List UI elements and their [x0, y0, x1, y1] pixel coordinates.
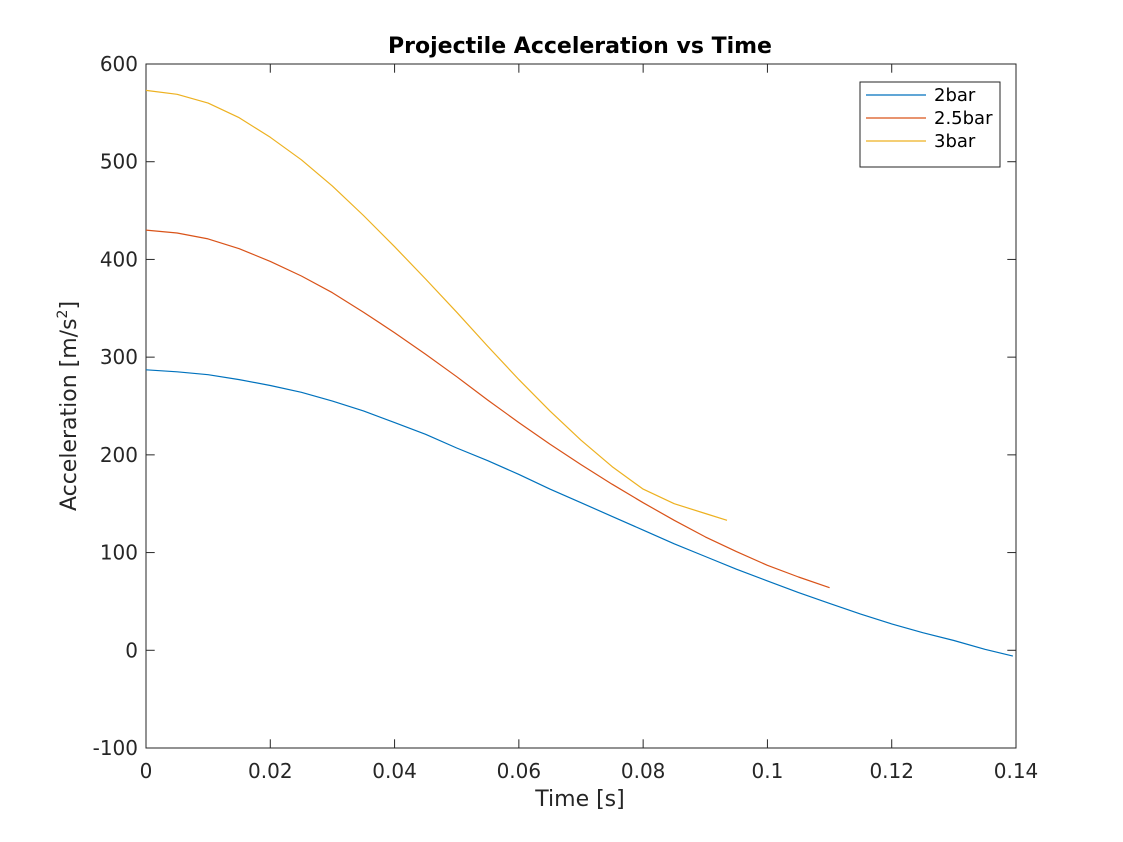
x-tick-label: 0.12: [869, 759, 914, 783]
y-tick-label: 200: [100, 443, 138, 467]
series-line-3bar: [145, 89, 728, 521]
x-tick-label: 0.02: [248, 759, 293, 783]
y-tick-label: -100: [93, 736, 138, 760]
x-tick-label: 0: [140, 759, 153, 783]
y-tick-label: 500: [100, 150, 138, 174]
x-tick-label: 0.1: [752, 759, 784, 783]
legend-label: 2.5bar: [934, 108, 993, 129]
y-tick-label: 0: [125, 638, 138, 662]
y-tick-label: 400: [100, 247, 138, 271]
y-axis-label-base: Acceleration [m/s: [57, 318, 82, 511]
x-tick-label: 0.08: [621, 759, 666, 783]
y-axis-label-superscript: 2: [55, 310, 71, 319]
y-axis-label: Acceleration [m/s2]: [55, 301, 82, 511]
x-tick-label: 0.04: [372, 759, 417, 783]
y-tick-label: 100: [100, 541, 138, 565]
y-tick-label: 300: [100, 345, 138, 369]
series-line-2-5bar: [145, 229, 830, 589]
plot-area: [145, 63, 1017, 749]
x-tick-label: 0.14: [994, 759, 1039, 783]
y-axis-label-close: ]: [57, 301, 82, 310]
x-tick-label: 0.06: [497, 759, 542, 783]
y-tick-label: 600: [100, 52, 138, 76]
chart-title: Projectile Acceleration vs Time: [388, 34, 772, 59]
legend-label: 2bar: [934, 85, 976, 106]
x-axis-label: Time [s]: [534, 787, 624, 812]
legend-box: [859, 81, 1001, 168]
series-line-2bar: [145, 369, 1014, 657]
legend-label: 3bar: [934, 131, 976, 152]
